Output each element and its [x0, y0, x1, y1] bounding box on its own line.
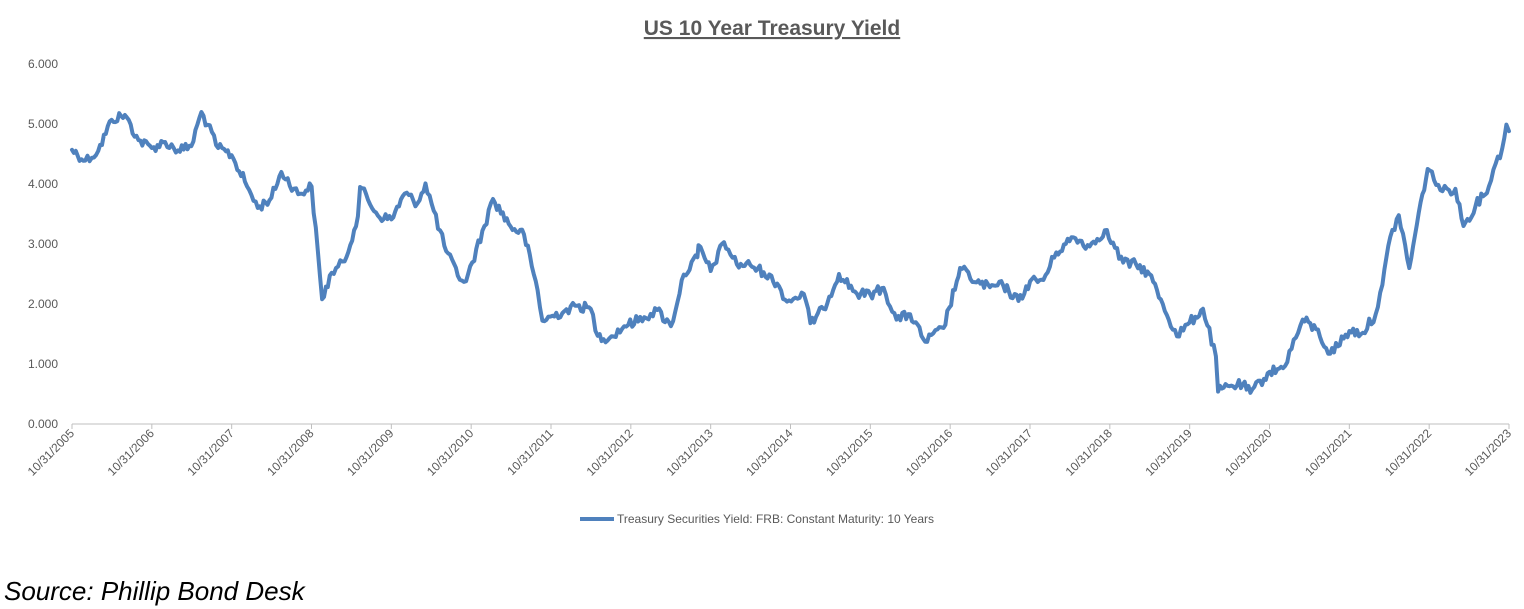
y-tick-label: 5.000 [28, 117, 58, 131]
x-tick-label: 10/31/2018 [1063, 426, 1116, 479]
y-tick-label: 6.000 [28, 57, 58, 71]
x-tick-label: 10/31/2012 [584, 426, 637, 479]
x-tick-label: 10/31/2017 [983, 426, 1036, 479]
x-axis: 10/31/2005 10/31/2006 10/31/2007 10/31/2008… [25, 424, 1515, 479]
x-tick-label: 10/31/2020 [1222, 426, 1275, 479]
legend: Treasury Securities Yield: FRB: Constant… [580, 512, 934, 526]
x-tick-label: 10/31/2005 [25, 426, 78, 479]
x-tick-label: 10/31/2010 [424, 426, 477, 479]
y-tick-label: 1.000 [28, 357, 58, 371]
x-tick-label: 10/31/2008 [264, 426, 317, 479]
x-tick-label: 10/31/2013 [663, 426, 716, 479]
y-tick-label: 3.000 [28, 237, 58, 251]
y-tick-label: 4.000 [28, 177, 58, 191]
y-tick-label: 0.000 [28, 417, 58, 431]
y-axis: 0.000 1.000 2.000 3.000 4.000 5.000 6.000 [28, 57, 58, 431]
y-tick-label: 2.000 [28, 297, 58, 311]
x-tick-label: 10/31/2023 [1462, 426, 1515, 479]
x-tick-label: 10/31/2016 [903, 426, 956, 479]
x-tick-label: 10/31/2021 [1302, 426, 1355, 479]
x-tick-label: 10/31/2011 [504, 426, 556, 478]
chart-title: US 10 Year Treasury Yield [644, 17, 900, 40]
x-tick-label: 10/31/2009 [344, 426, 397, 479]
x-tick-label: 10/31/2014 [743, 426, 796, 479]
x-tick-label: 10/31/2019 [1142, 426, 1195, 479]
series-line-10-year-yield [70, 110, 1511, 395]
x-tick-label: 10/31/2015 [823, 426, 876, 479]
x-tick-label: 10/31/2007 [184, 426, 237, 479]
x-tick-label: 10/31/2022 [1382, 426, 1435, 479]
legend-label: Treasury Securities Yield: FRB: Constant… [617, 512, 934, 526]
x-tick-label: 10/31/2006 [105, 426, 158, 479]
source-note: Source: Phillip Bond Desk [4, 576, 305, 606]
